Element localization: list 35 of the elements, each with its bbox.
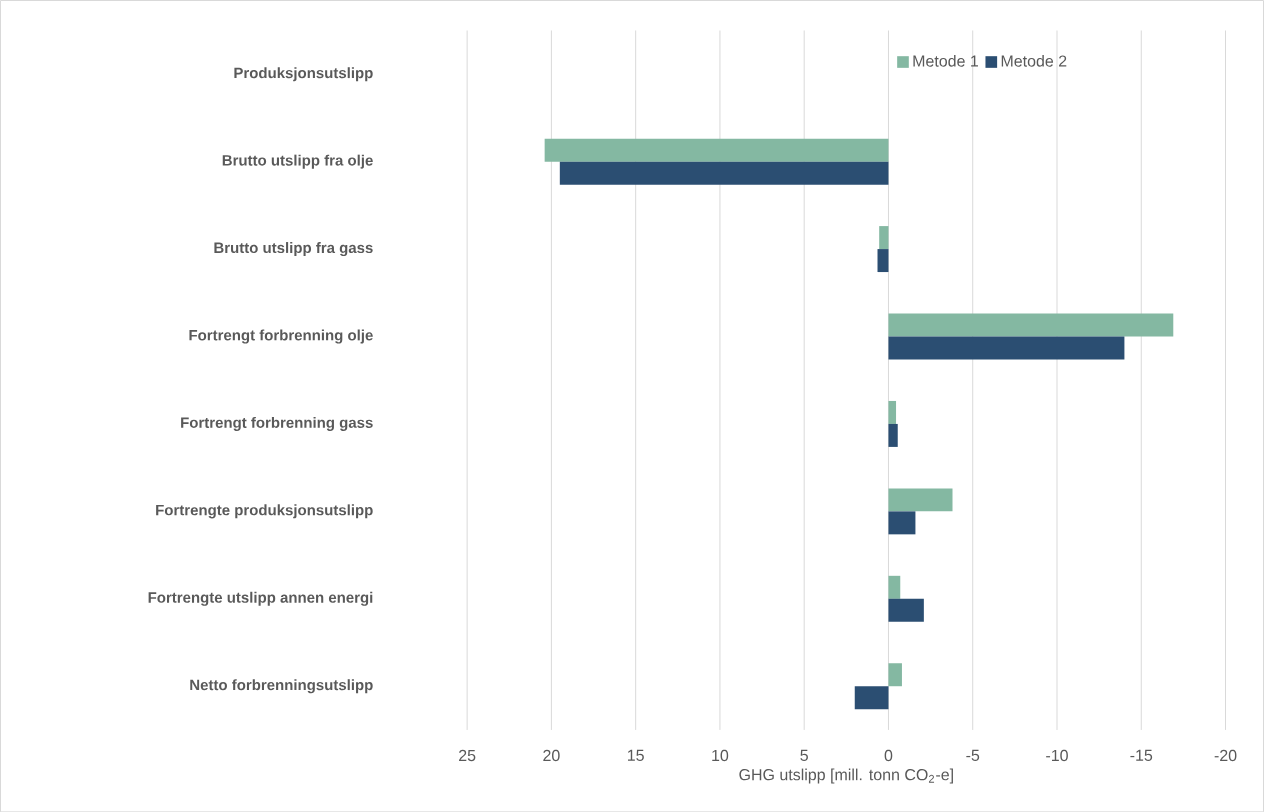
bar (854, 686, 889, 710)
bar (888, 423, 898, 447)
x-tick-label: -20 (1214, 749, 1237, 761)
y-tick-label: Produksjonsutslipp (234, 67, 373, 82)
bar (888, 598, 924, 622)
bar (888, 313, 1174, 337)
bar (888, 575, 901, 599)
bar (879, 225, 889, 249)
bar (888, 663, 902, 687)
x-tick-label: 10 (712, 749, 729, 761)
x-tick-label: -5 (966, 749, 980, 761)
y-tick-label: Brutto utslipp fra gass (214, 241, 373, 256)
bar (888, 400, 897, 424)
y-tick-label: Fortrengt forbrenning gass (181, 416, 373, 431)
bar (559, 161, 889, 185)
x-tick-label: 15 (628, 749, 644, 761)
legend-label: Metode 2 (1001, 54, 1067, 67)
x-tick-label: -15 (1130, 749, 1153, 761)
x-tick-label: -10 (1046, 749, 1068, 761)
y-tick-label: Fortrengte produksjonsutslipp (156, 504, 373, 519)
x-tick-label: 0 (884, 749, 893, 761)
y-tick-label: Brutto utslipp fra olje (222, 154, 373, 169)
bar (888, 488, 953, 512)
y-tick-label: Fortrengt forbrenning olje (189, 329, 373, 344)
bar (877, 248, 889, 272)
x-axis-title: GHG utslipp [mill. tonn CO$_{2}$-e] (739, 768, 953, 784)
bar (888, 511, 916, 535)
x-tick-label: 5 (800, 749, 808, 761)
x-tick-label: 25 (459, 749, 476, 761)
bar (888, 336, 1125, 360)
bar (544, 138, 889, 162)
x-tick-label: 20 (543, 749, 560, 761)
y-tick-label: Netto forbrenningsutslipp (190, 679, 373, 694)
y-tick-label: Fortrengte utslipp annen energi (148, 591, 373, 606)
legend-label: Metode 1 (913, 54, 978, 67)
